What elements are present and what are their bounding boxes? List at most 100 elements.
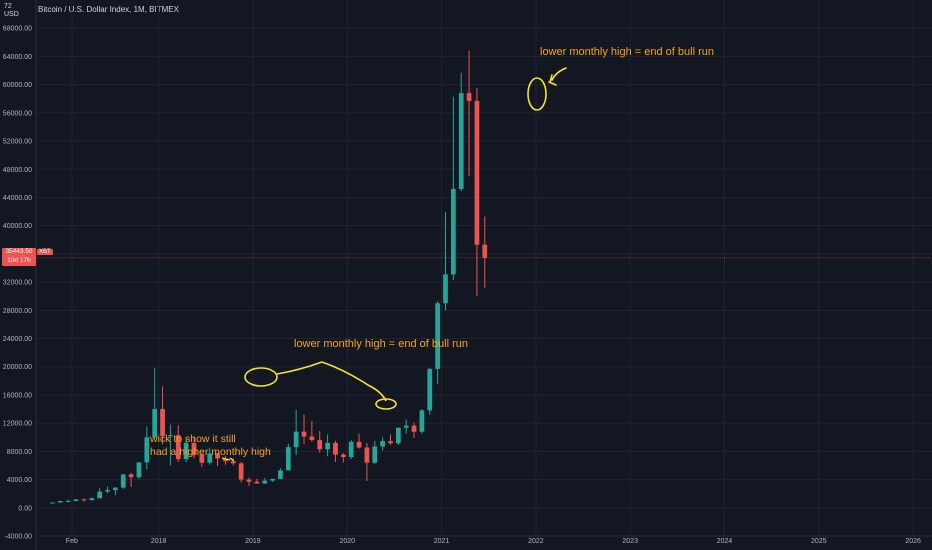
candle-body-2018-03[interactable]: [175, 435, 181, 460]
candle-body-2018-10[interactable]: [230, 461, 236, 464]
candle-body-2017-05[interactable]: [97, 491, 103, 499]
annotation-markers: [221, 67, 567, 462]
annotation-wick-line2: had a higher monthly high: [150, 446, 271, 458]
candle-body-2018-06[interactable]: [199, 454, 205, 463]
grid: [36, 0, 932, 537]
x-tick-label: 2023: [622, 538, 638, 545]
candle-body-2019-04[interactable]: [278, 470, 283, 479]
candle-body-2017-02[interactable]: [73, 499, 79, 501]
candle-body-2017-08[interactable]: [120, 474, 126, 488]
y-tick-label: 40000.00: [3, 223, 32, 230]
candle-body-2019-08[interactable]: [309, 436, 315, 441]
annotations: lower monthly high = end of bull run low…: [149, 46, 714, 458]
y-tick-label: 24000.00: [3, 336, 32, 343]
x-tick-label: 2018: [151, 538, 167, 545]
annotation-top: lower monthly high = end of bull run: [540, 46, 714, 58]
candle-body-2018-07[interactable]: [207, 453, 213, 463]
x-tick-label: 2022: [528, 538, 544, 545]
candle-body-2017-09[interactable]: [128, 474, 134, 478]
x-tick-label: 2019: [245, 538, 261, 545]
candle-body-2019-05[interactable]: [285, 447, 291, 471]
y-tick-label: 48000.00: [3, 167, 32, 174]
candle-body-2020-12[interactable]: [435, 303, 440, 369]
marker-arrow-2021: [548, 67, 567, 86]
candle-body-2021-05[interactable]: [474, 100, 480, 245]
annotation-wick-line1: wick to show it still: [149, 433, 236, 445]
candle-body-2019-02[interactable]: [262, 480, 268, 484]
candle-body-2020-05[interactable]: [380, 441, 385, 447]
candle-body-2020-04[interactable]: [372, 446, 378, 463]
x-tick-label: 2026: [905, 538, 921, 545]
candle-body-2019-01[interactable]: [254, 481, 260, 484]
candle-body-2018-02[interactable]: [168, 435, 173, 437]
candle-body-2020-02[interactable]: [356, 441, 362, 448]
y-tick-label: 20000.00: [3, 364, 32, 371]
y-tick-label: 44000.00: [3, 195, 32, 202]
candle-body-2016-11[interactable]: [50, 502, 55, 504]
last-price-tag: 35443.50 10d 17h: [2, 248, 36, 266]
candle-body-2021-02[interactable]: [450, 189, 456, 275]
x-axis: Feb 2018 2019 2020 2021 2022 2023 2024 2025 2026: [36, 535, 932, 545]
candle-body-2020-03[interactable]: [364, 447, 370, 463]
candle-body-2018-11[interactable]: [238, 463, 244, 480]
candle-body-2018-01[interactable]: [160, 409, 165, 436]
y-tick-label: 12000.00: [3, 421, 32, 428]
y-tick-label: 56000.00: [3, 110, 32, 117]
x-tick-label: 2021: [434, 538, 450, 545]
candle-body-2017-07[interactable]: [113, 487, 118, 491]
candle-body-2017-12[interactable]: [152, 409, 158, 438]
candle-body-2019-09[interactable]: [317, 440, 323, 450]
candle-body-2019-07[interactable]: [301, 431, 307, 437]
candle-body-2019-12[interactable]: [340, 454, 346, 458]
candle-body-2020-07[interactable]: [395, 427, 401, 444]
candle-body-2017-10[interactable]: [136, 462, 142, 478]
x-tick-label: 2020: [339, 538, 355, 545]
candle-body-2018-12[interactable]: [246, 479, 252, 482]
y-tick-label: 0.00: [18, 505, 32, 512]
candle-body-2020-10[interactable]: [419, 410, 425, 432]
y-tick-label: 16000.00: [3, 392, 32, 399]
x-tick-label: 2024: [717, 538, 733, 545]
candle-body-2021-03[interactable]: [458, 93, 464, 190]
currency-label: 72 USD: [4, 3, 19, 18]
candle-body-2020-06[interactable]: [388, 441, 393, 444]
y-tick-label: -4000.00: [4, 534, 32, 541]
marker-curve: [276, 361, 387, 402]
candle-body-2020-09[interactable]: [411, 425, 417, 432]
candle-body-2021-04[interactable]: [466, 93, 472, 101]
candle-body-2019-10[interactable]: [325, 442, 330, 450]
y-tick-label: 68000.00: [3, 26, 32, 33]
marker-wick: [221, 457, 235, 462]
candle-body-2018-09[interactable]: [223, 458, 228, 462]
marker-circle-2019: [375, 398, 397, 410]
candle-body-2018-08[interactable]: [215, 453, 220, 459]
candle-body-2016-12[interactable]: [58, 501, 63, 503]
candle-body-2019-11[interactable]: [333, 442, 338, 455]
candle-body-2018-04[interactable]: [183, 442, 189, 460]
candle-body-2019-03[interactable]: [270, 478, 275, 481]
marker-circle-2017: [244, 367, 278, 387]
y-tick-label: 4000.00: [7, 477, 32, 484]
candle-body-2021-01[interactable]: [443, 274, 448, 304]
candle-body-2017-03[interactable]: [81, 499, 87, 501]
candle-body-2017-06[interactable]: [105, 490, 110, 492]
y-tick-label: 28000.00: [3, 308, 32, 315]
symbol-tag: XBT: [37, 249, 53, 255]
candle-body-2017-11[interactable]: [144, 437, 150, 463]
candle-body-2017-01[interactable]: [65, 500, 71, 502]
candle-body-2018-05[interactable]: [191, 442, 197, 455]
candle-body-2020-11[interactable]: [427, 368, 433, 411]
y-tick-label: 8000.00: [7, 449, 32, 456]
x-tick-label: 2025: [811, 538, 827, 545]
y-tick-label: 64000.00: [3, 54, 32, 61]
candle-countdown: 10d 17h: [7, 256, 31, 264]
candle-body-2020-01[interactable]: [348, 441, 354, 458]
y-tick-label: 32000.00: [3, 280, 32, 287]
candle-body-2021-06[interactable]: [482, 244, 488, 258]
candle-body-2020-08[interactable]: [403, 425, 409, 428]
candle-body-2019-06[interactable]: [293, 431, 299, 448]
y-axis: 68000.00 64000.00 60000.00 56000.00 52000.00…: [3, 0, 37, 550]
candle-body-2017-04[interactable]: [89, 498, 95, 501]
